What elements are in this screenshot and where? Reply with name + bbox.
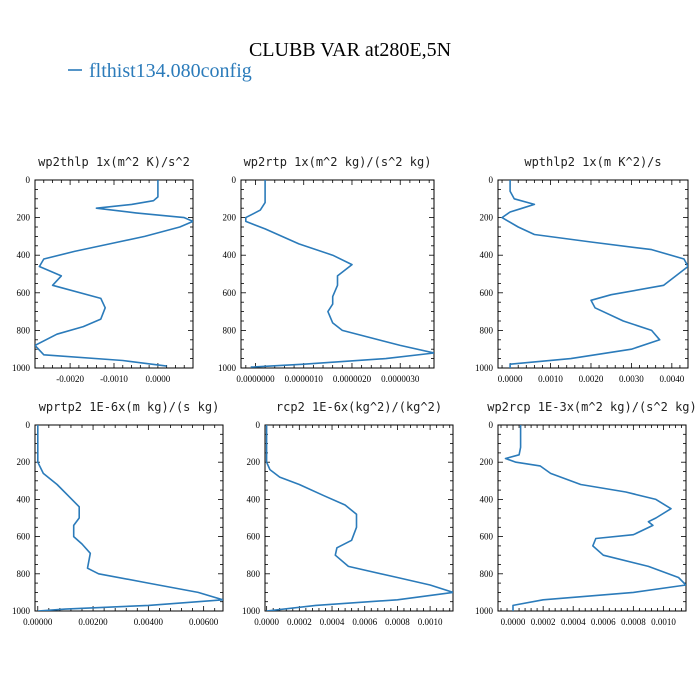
series-line xyxy=(245,180,434,368)
x-tick-label: 0.0040 xyxy=(659,374,684,384)
y-tick-label: 1000 xyxy=(475,606,494,616)
x-tick-label: 0.0020 xyxy=(579,374,604,384)
y-tick-label: 200 xyxy=(247,457,261,467)
series-line xyxy=(265,425,453,611)
x-tick-label: 0.0008 xyxy=(621,617,646,627)
series-line xyxy=(35,180,193,367)
panel-3: wpthlp2 1x(m K^2)/s 0 200 400 600 800 1000 0.00… xyxy=(475,155,689,384)
y-tick-label: 600 xyxy=(17,532,31,542)
y-tick-label: 600 xyxy=(17,288,31,298)
y-tick-label: 800 xyxy=(223,325,237,335)
y-tick-label: 1000 xyxy=(12,606,31,616)
y-tick-label: 800 xyxy=(17,325,31,335)
y-tick-label: 0 xyxy=(256,420,261,430)
panel-4: wprtp2 1E-6x(m kg)/(s kg) 0 200 400 600 800 10… xyxy=(12,400,224,627)
y-tick-label: 0 xyxy=(232,175,237,185)
y-tick-label: 1000 xyxy=(12,363,31,373)
axes-frame xyxy=(34,424,224,612)
figure-title: CLUBB VAR at280E,5N xyxy=(249,39,451,61)
panel-title: wp2rtp 1x(m^2 kg)/(s^2 kg) xyxy=(244,155,432,169)
series-line xyxy=(504,425,686,611)
y-tick-label: 200 xyxy=(17,213,31,223)
y-tick-label: 400 xyxy=(480,250,494,260)
x-tick-label: 0.0000 xyxy=(254,617,279,627)
y-tick-label: 200 xyxy=(223,213,237,223)
y-tick-label: 600 xyxy=(480,288,494,298)
x-tick-label: 0.0010 xyxy=(418,617,443,627)
x-tick-label: 0.0002 xyxy=(531,617,556,627)
legend-label: flthist134.080config xyxy=(89,60,252,82)
y-tick-label: 600 xyxy=(223,288,237,298)
legend: flthist134.080config xyxy=(68,60,252,82)
y-tick-label: 400 xyxy=(223,250,237,260)
y-tick-label: 600 xyxy=(480,532,494,542)
series-line xyxy=(501,180,688,368)
x-tick-label: 0.0000 xyxy=(146,374,171,384)
y-tick-label: 400 xyxy=(17,250,31,260)
x-tick-label: 0.0006 xyxy=(591,617,616,627)
x-tick-label: 0.0000010 xyxy=(285,374,324,384)
x-tick-label: 0.0000000 xyxy=(236,374,275,384)
x-tick-label: 0.0000020 xyxy=(333,374,372,384)
x-tick-label: 0.0000 xyxy=(501,617,526,627)
panel-grid: wp2thlp 1x(m^2 K)/s^2 0 200 400 600 800 1000 -0… xyxy=(12,155,697,627)
axes-frame xyxy=(240,179,435,369)
x-tick-label: 0.0030 xyxy=(619,374,644,384)
x-tick-label: 0.00600 xyxy=(189,617,219,627)
panel-title: wp2rcp 1E-3x(m^2 kg)/(s^2 kg) xyxy=(487,400,697,414)
x-tick-label: 0.00200 xyxy=(78,617,108,627)
panel-6: wp2rcp 1E-3x(m^2 kg)/(s^2 kg) 0 200 400 600 8… xyxy=(475,400,697,627)
y-tick-label: 400 xyxy=(480,494,494,504)
panel-title: wprtp2 1E-6x(m kg)/(s kg) xyxy=(39,400,220,414)
y-tick-label: 800 xyxy=(480,325,494,335)
y-tick-label: 800 xyxy=(480,569,494,579)
x-tick-label: 0.00000 xyxy=(23,617,53,627)
x-tick-label: 0.0000030 xyxy=(381,374,420,384)
y-tick-label: 400 xyxy=(17,494,31,504)
x-tick-label: 0.0008 xyxy=(385,617,410,627)
y-tick-label: 0 xyxy=(489,175,494,185)
y-tick-label: 200 xyxy=(480,457,494,467)
y-tick-label: 200 xyxy=(480,213,494,223)
y-tick-label: 0 xyxy=(26,420,31,430)
x-tick-label: 0.0006 xyxy=(352,617,377,627)
x-tick-label: -0.0020 xyxy=(56,374,84,384)
axes-frame xyxy=(497,424,687,612)
y-tick-label: 1000 xyxy=(218,363,237,373)
x-tick-label: 0.0002 xyxy=(287,617,312,627)
y-tick-label: 200 xyxy=(17,457,31,467)
panel-5: rcp2 1E-6x(kg^2)/(kg^2) 0 200 400 600 800 1000… xyxy=(242,400,454,627)
panel-1: wp2thlp 1x(m^2 K)/s^2 0 200 400 600 800 1000 -0… xyxy=(12,155,194,384)
panel-title: wpthlp2 1x(m K^2)/s xyxy=(524,155,661,169)
x-tick-label: 0.0004 xyxy=(320,617,345,627)
y-tick-label: 600 xyxy=(247,532,261,542)
x-tick-label: 0.00400 xyxy=(134,617,164,627)
x-tick-label: -0.0010 xyxy=(100,374,128,384)
y-tick-label: 1000 xyxy=(242,606,261,616)
y-tick-label: 800 xyxy=(17,569,31,579)
y-tick-label: 400 xyxy=(247,494,261,504)
x-tick-label: 0.0010 xyxy=(651,617,676,627)
panel-2: wp2rtp 1x(m^2 kg)/(s^2 kg) 0 200 400 600 800 1… xyxy=(218,155,435,384)
panel-title: rcp2 1E-6x(kg^2)/(kg^2) xyxy=(276,400,442,414)
x-tick-label: 0.0000 xyxy=(498,374,523,384)
series-line xyxy=(36,425,223,611)
y-tick-label: 0 xyxy=(26,175,31,185)
y-tick-label: 800 xyxy=(247,569,261,579)
y-tick-label: 0 xyxy=(489,420,494,430)
y-tick-label: 1000 xyxy=(475,363,494,373)
x-tick-label: 0.0010 xyxy=(538,374,563,384)
x-tick-label: 0.0004 xyxy=(561,617,586,627)
panel-title: wp2thlp 1x(m^2 K)/s^2 xyxy=(38,155,190,169)
